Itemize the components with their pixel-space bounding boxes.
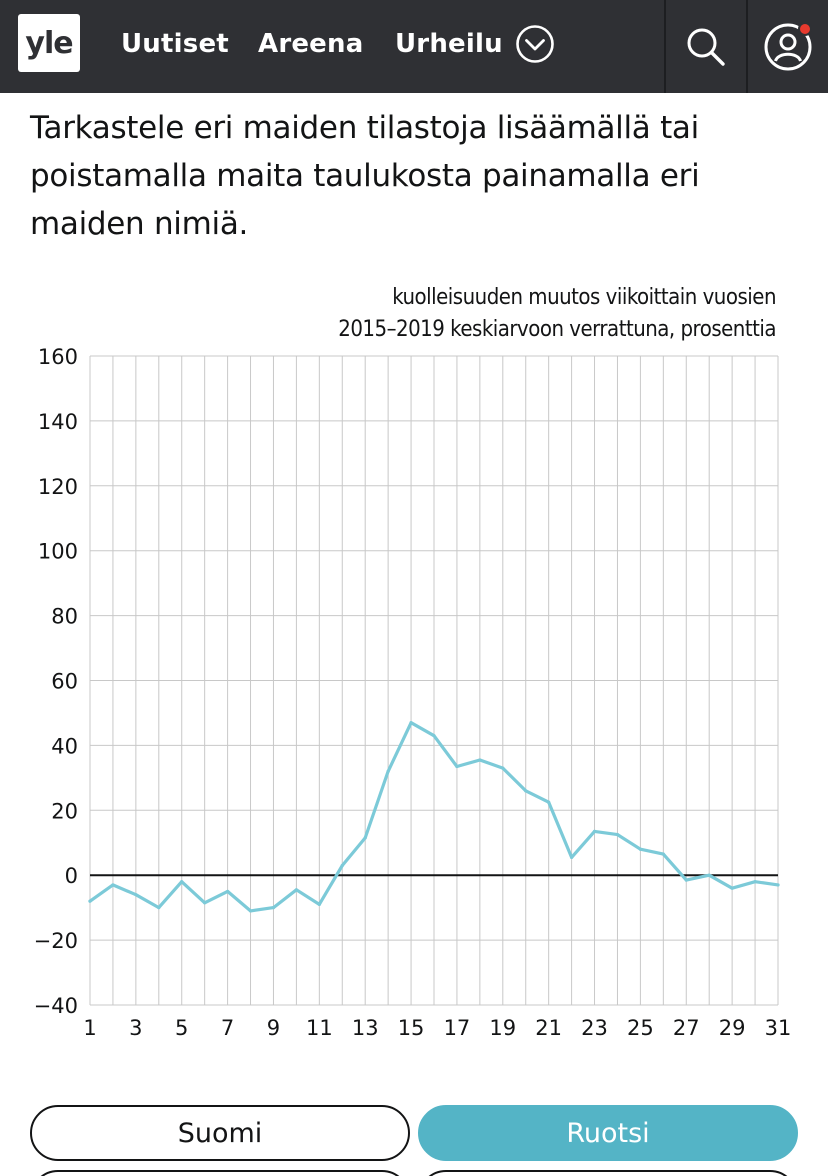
x-tick-label: 17 [444, 1016, 471, 1040]
country-button-suomi[interactable]: Suomi [30, 1105, 410, 1161]
x-tick-label: 3 [129, 1016, 142, 1040]
x-tick-label: 21 [535, 1016, 562, 1040]
nav-divider [664, 0, 666, 93]
y-tick-label: 160 [38, 345, 78, 369]
y-tick-label: 40 [51, 734, 78, 758]
x-tick-label: 23 [581, 1016, 608, 1040]
data-point [570, 855, 574, 859]
data-point [134, 893, 138, 897]
data-point [88, 899, 92, 903]
chart-title-line-2: 2015–2019 keskiarvoon verrattuna, prosen… [338, 317, 776, 342]
x-tick-label: 19 [489, 1016, 516, 1040]
data-point [271, 906, 276, 910]
data-point [730, 886, 734, 890]
y-tick-label: 100 [38, 540, 78, 564]
x-tick-label: 27 [673, 1016, 700, 1040]
y-tick-label: 60 [51, 670, 78, 694]
data-point [226, 889, 230, 894]
y-tick-label: 120 [38, 475, 78, 499]
data-point [157, 906, 161, 910]
nav-link-uutiset[interactable]: Uutiset [121, 29, 229, 59]
country-button-ruotsi[interactable]: Ruotsi [418, 1105, 798, 1161]
data-point [501, 766, 505, 770]
data-point [684, 878, 688, 882]
x-tick-label: 25 [627, 1016, 654, 1040]
data-point [409, 721, 413, 725]
y-tick-label: 20 [51, 799, 78, 823]
nav-divider [746, 0, 748, 93]
y-tick-label: −20 [34, 929, 78, 953]
data-point [455, 764, 459, 769]
search-button[interactable] [666, 0, 746, 93]
data-point [661, 852, 665, 856]
top-navigation-bar: yle Uutiset Areena Urheilu [0, 0, 828, 93]
data-point [524, 789, 528, 793]
data-point [294, 888, 298, 892]
user-icon [764, 21, 812, 70]
data-point [180, 880, 184, 884]
data-point [248, 909, 253, 913]
y-tick-label: 80 [51, 605, 78, 629]
data-point [432, 734, 436, 738]
data-point [776, 883, 780, 887]
y-tick-label: 140 [38, 410, 78, 434]
x-tick-label: 11 [306, 1016, 333, 1040]
data-point [592, 829, 597, 833]
data-point [478, 758, 482, 762]
x-tick-label: 13 [352, 1016, 379, 1040]
data-point [547, 800, 551, 804]
y-tick-label: 0 [65, 864, 78, 888]
x-tick-label: 31 [765, 1016, 792, 1040]
intro-text: Tarkastele eri maiden tilastoja lisäämäl… [30, 110, 700, 242]
x-tick-label: 1 [83, 1016, 96, 1040]
search-icon [687, 28, 725, 66]
x-tick-label: 15 [398, 1016, 425, 1040]
chart-title: kuolleisuuden muutos viikoittain vuosien… [216, 282, 776, 346]
yle-logo[interactable]: yle [18, 14, 80, 72]
data-point [111, 883, 115, 887]
profile-button[interactable] [748, 0, 828, 93]
x-tick-label: 7 [221, 1016, 234, 1040]
x-tick-label: 9 [267, 1016, 280, 1040]
chevron-down-circle-icon[interactable] [515, 24, 555, 64]
nav-link-areena[interactable]: Areena [258, 29, 364, 59]
notification-dot [798, 21, 812, 36]
data-point [340, 863, 344, 868]
data-point [317, 902, 321, 907]
x-tick-label: 29 [719, 1016, 746, 1040]
country-button[interactable] [418, 1170, 798, 1176]
country-button[interactable] [30, 1170, 410, 1176]
y-tick-label: −40 [34, 994, 78, 1018]
data-point [615, 833, 620, 837]
data-point [203, 901, 207, 905]
data-point [638, 847, 643, 851]
data-point [707, 873, 711, 877]
data-point [386, 769, 390, 773]
data-point [753, 880, 757, 884]
chart-title-line-1: kuolleisuuden muutos viikoittain vuosien [392, 285, 776, 310]
x-tick-label: 5 [175, 1016, 188, 1040]
data-point [363, 836, 367, 840]
nav-link-urheilu[interactable]: Urheilu [395, 29, 503, 59]
